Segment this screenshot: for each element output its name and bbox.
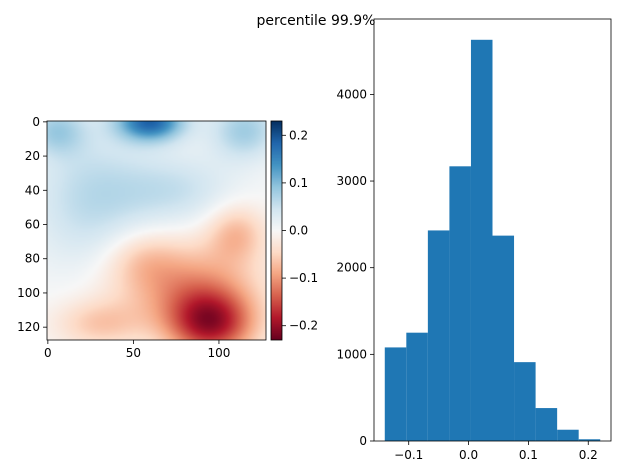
histogram-y-axis: 0 1000 2000 3000 4000: [336, 87, 374, 448]
heatmap-image: [47, 121, 266, 340]
histogram-bar: [578, 439, 601, 441]
histogram-bar: [514, 362, 536, 441]
histogram-bar: [406, 332, 428, 441]
figure-title: percentile 99.9%: [257, 13, 376, 29]
histogram-panel: −0.1 0.0 0.1 0.2 0 1000 2000 3000 4000: [336, 18, 612, 462]
colorbar-axis: 0.2 0.1 0.0 −0.1 −0.2: [282, 128, 318, 333]
histogram-bar: [557, 429, 579, 441]
colorbar-tick-label: 0.2: [289, 128, 308, 142]
heatmap-y-tick-label: 100: [17, 286, 40, 300]
histogram-frame: [373, 18, 612, 442]
colorbar-tick-label: 0.1: [289, 176, 308, 190]
heatmap-y-tick-label: 40: [25, 183, 40, 197]
heatmap-y-tick-label: 0: [32, 115, 40, 129]
heatmap-panel: 0 50 100 0 20 40 60 80 100 120: [17, 115, 267, 360]
heatmap-y-tick-label: 120: [17, 320, 40, 334]
colorbar: 0.2 0.1 0.0 −0.1 −0.2: [270, 120, 318, 341]
histogram-x-tick-label: 0.1: [519, 448, 538, 462]
heatmap-y-tick-label: 60: [25, 218, 40, 232]
colorbar-tick-label: −0.2: [289, 319, 318, 333]
histogram-x-tick-label: 0.2: [579, 448, 598, 462]
heatmap-frame: [46, 120, 267, 341]
heatmap-x-tick-label: 0: [44, 346, 52, 360]
colorbar-gradient: [271, 121, 282, 340]
colorbar-tick-label: 0.0: [289, 224, 308, 238]
histogram-bars: [384, 39, 601, 441]
histogram-y-tick-label: 2000: [336, 261, 367, 275]
histogram-bar: [492, 235, 515, 441]
histogram-y-tick-label: 3000: [336, 174, 367, 188]
histogram-x-tick-label: 0.0: [459, 448, 478, 462]
histogram-bar: [470, 39, 493, 441]
histogram-y-tick-label: 0: [359, 434, 367, 448]
histogram-bar: [449, 166, 471, 441]
histogram-bar: [384, 347, 407, 441]
histogram-bar: [535, 408, 558, 441]
histogram-y-tick-label: 1000: [336, 347, 367, 361]
heatmap-x-axis: 0 50 100: [44, 340, 230, 360]
histogram-bar: [427, 230, 450, 441]
histogram-y-tick-label: 4000: [336, 87, 367, 101]
histogram-x-axis: −0.1 0.0 0.1 0.2: [394, 441, 598, 462]
heatmap-y-axis: 0 20 40 60 80 100 120: [17, 115, 47, 334]
heatmap-y-tick-label: 80: [25, 252, 40, 266]
histogram-x-tick-label: −0.1: [394, 448, 423, 462]
heatmap-y-tick-label: 20: [25, 149, 40, 163]
heatmap-x-tick-label: 100: [207, 346, 230, 360]
heatmap-x-tick-label: 50: [126, 346, 141, 360]
colorbar-tick-label: −0.1: [289, 271, 318, 285]
